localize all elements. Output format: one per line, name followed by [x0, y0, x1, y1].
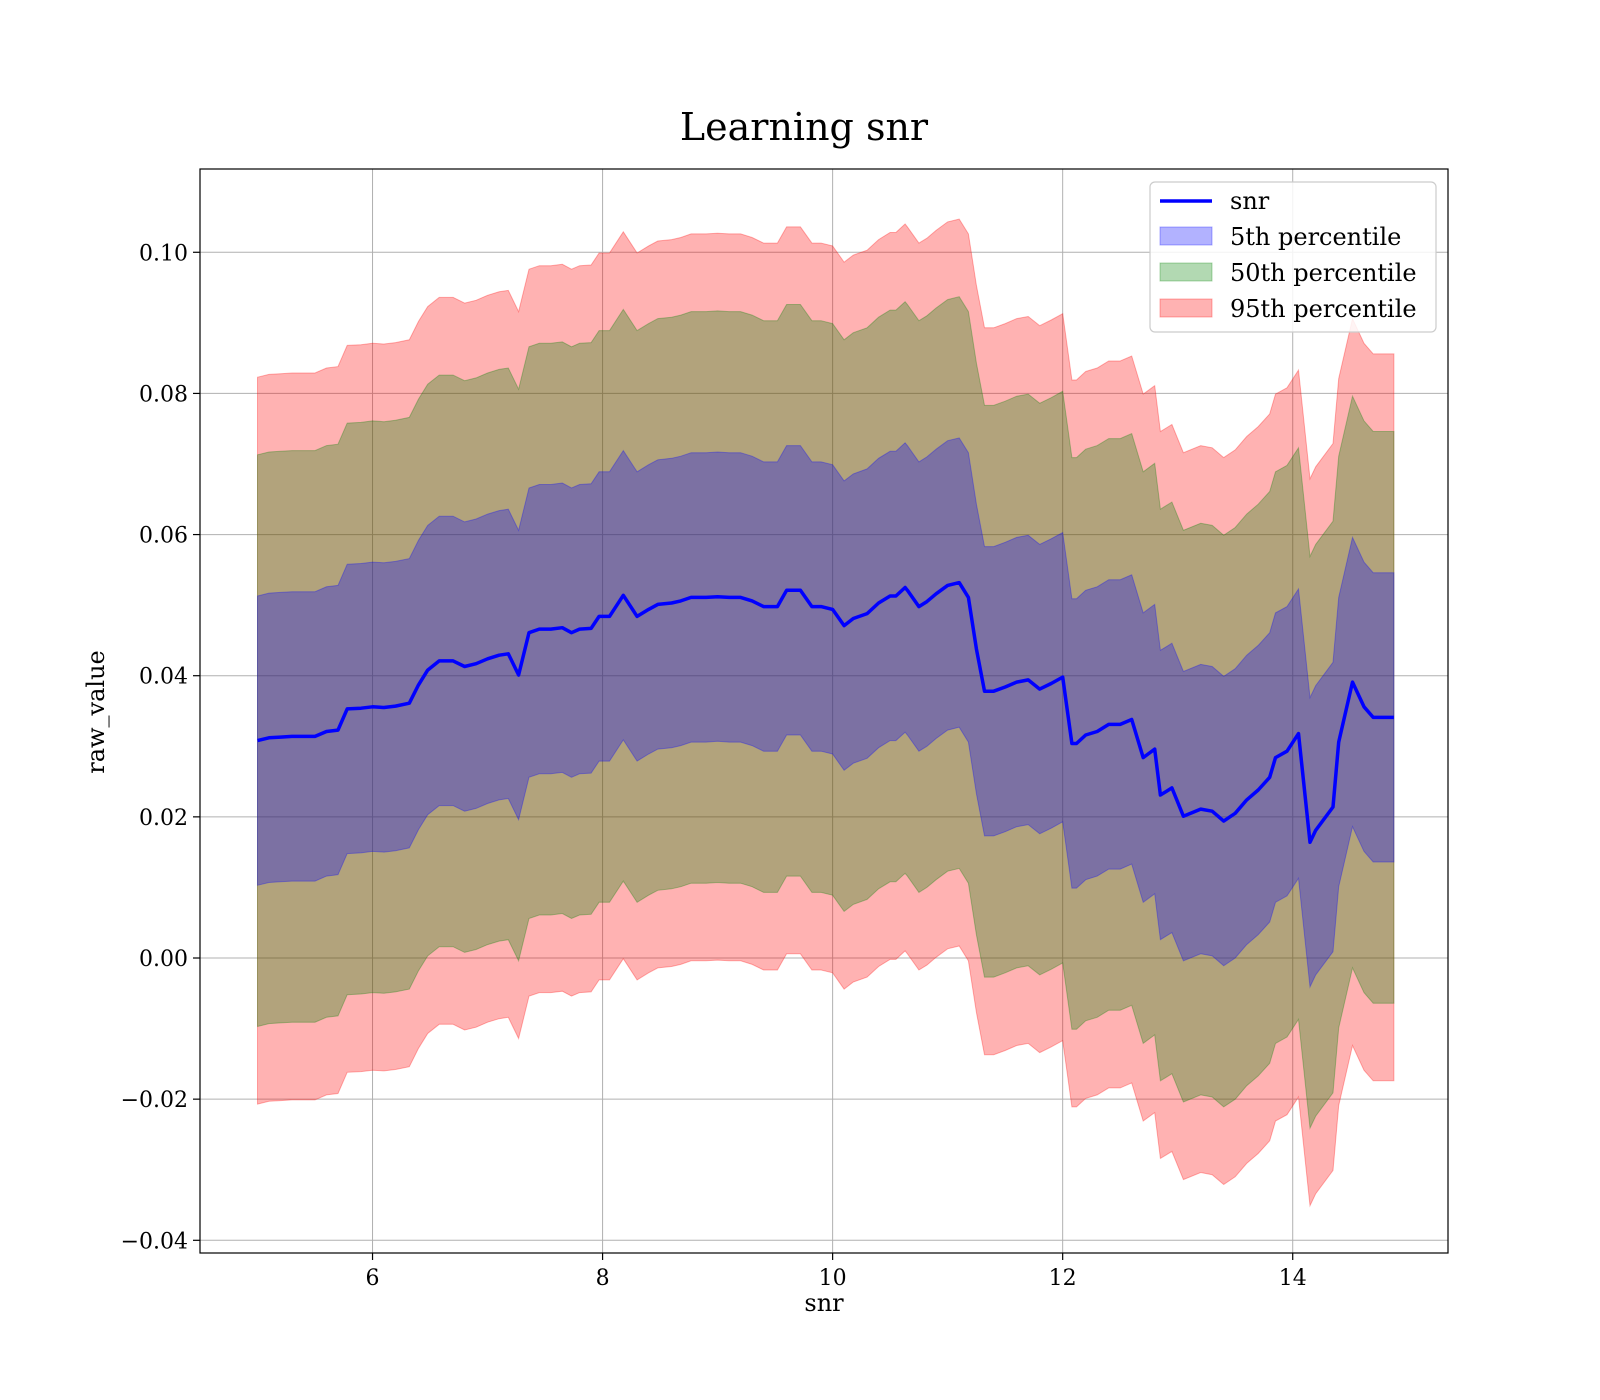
y-tick-label: 0.08	[139, 382, 188, 407]
y-tick-label: 0.04	[139, 665, 188, 690]
grid-lines	[200, 169, 1448, 1253]
x-tick-label: 14	[1279, 1266, 1307, 1291]
snr-line	[257, 580, 1394, 845]
x-axis-ticks: 6 8 10 12 14	[366, 1253, 1307, 1291]
legend-label-50th: 50th percentile	[1230, 259, 1417, 287]
legend-swatch-5th	[1159, 226, 1213, 246]
y-tick-label: 0.02	[139, 806, 188, 831]
y-tick-label: −0.04	[121, 1229, 188, 1254]
x-tick-label: 6	[366, 1266, 380, 1291]
chart-title: Learning snr	[680, 105, 929, 149]
snr-line-layer	[257, 580, 1394, 845]
x-tick-label: 12	[1049, 1266, 1077, 1291]
band-95th-percentile	[257, 218, 1395, 1208]
legend-label-snr: snr	[1230, 187, 1270, 215]
legend-label-95th: 95th percentile	[1230, 295, 1417, 323]
y-axis-label: raw_value	[82, 650, 110, 774]
band-5th-percentile	[257, 437, 1395, 989]
y-tick-label: 0.00	[139, 947, 188, 972]
x-axis-label: snr	[804, 1289, 844, 1317]
legend-swatch-50th	[1159, 262, 1213, 282]
y-tick-label: 0.10	[139, 241, 188, 266]
legend-label-5th: 5th percentile	[1230, 223, 1401, 251]
percentile-bands	[257, 218, 1395, 1208]
legend: snr 5th percentile 50th percentile 95th …	[1149, 181, 1437, 333]
y-axis-ticks: −0.04 −0.02 0.00 0.02 0.04 0.06 0.08 0.10	[121, 241, 200, 1254]
legend-swatch-95th	[1159, 298, 1213, 318]
y-tick-label: −0.02	[121, 1088, 188, 1113]
legend-box	[1149, 181, 1437, 333]
x-tick-label: 8	[596, 1266, 610, 1291]
plot-frame	[199, 168, 1449, 1254]
band-50th-percentile	[257, 296, 1395, 1130]
x-tick-label: 10	[819, 1266, 847, 1291]
y-tick-label: 0.06	[139, 524, 188, 549]
